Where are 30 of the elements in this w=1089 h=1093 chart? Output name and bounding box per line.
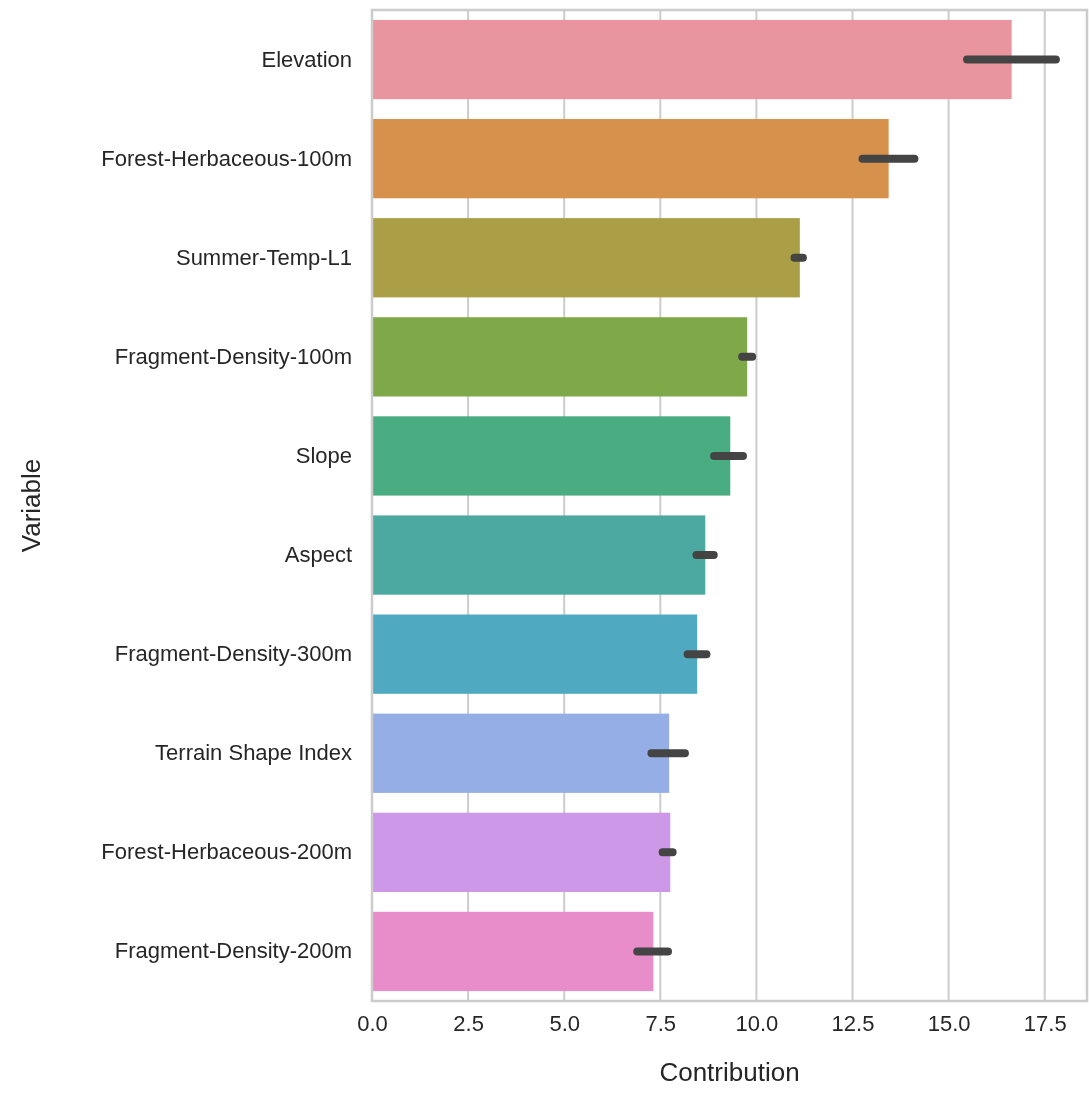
bar <box>372 614 698 694</box>
x-tick-label: 12.5 <box>831 1010 875 1036</box>
bar <box>372 119 889 199</box>
y-tick-label: Forest-Herbaceous-200m <box>101 839 352 865</box>
bar <box>372 713 670 793</box>
y-tick-label: Aspect <box>284 542 352 568</box>
x-tick-label: 10.0 <box>735 1010 779 1036</box>
x-tick-label: 7.5 <box>645 1010 677 1036</box>
bar <box>372 515 706 595</box>
bar <box>372 911 654 992</box>
bar <box>372 416 731 496</box>
bar <box>372 812 671 892</box>
y-tick-label: Fragment-Density-100m <box>114 343 352 369</box>
x-tick-label: 2.5 <box>453 1010 484 1036</box>
y-axis-title: Variable <box>16 458 46 553</box>
x-tick-label: 15.0 <box>927 1010 971 1036</box>
y-tick-label: Forest-Herbaceous-100m <box>101 145 352 171</box>
y-tick-label: Terrain Shape Index <box>155 740 352 766</box>
y-tick-label: Summer-Temp-L1 <box>175 244 352 270</box>
x-tick-label: 17.5 <box>1023 1010 1067 1036</box>
x-tick-label: 5.0 <box>549 1010 580 1036</box>
x-axis-title: Contribution <box>659 1057 800 1087</box>
y-tick-label: Elevation <box>261 46 352 72</box>
x-tick-label: 0.0 <box>357 1010 388 1036</box>
y-tick-label: Slope <box>295 442 352 468</box>
bar <box>372 19 1012 100</box>
bar <box>372 317 748 397</box>
bar <box>372 218 800 298</box>
y-tick-label: Fragment-Density-200m <box>114 938 352 964</box>
y-tick-label: Fragment-Density-300m <box>114 641 352 667</box>
